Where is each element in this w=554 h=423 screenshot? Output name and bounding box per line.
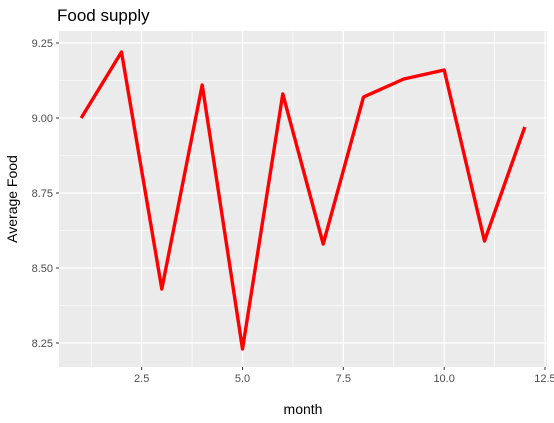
y-axis-title: Average Food <box>4 155 20 243</box>
x-tick-label: 5.0 <box>235 373 250 385</box>
y-tick-label: 9.25 <box>32 38 53 50</box>
y-tick-label: 8.25 <box>32 338 53 350</box>
y-tick-label: 9.00 <box>32 113 53 125</box>
x-tick-label: 12.5 <box>534 373 554 385</box>
y-tick-label: 8.50 <box>32 263 53 275</box>
series-layer <box>79 50 527 351</box>
plot-panel <box>59 31 547 367</box>
y-axis: 8.25 8.50 8.75 9.00 9.25 <box>32 38 59 350</box>
x-axis: 2.5 5.0 7.5 10.0 12.5 <box>134 367 554 385</box>
x-tick-label: 10.0 <box>433 373 454 385</box>
chart-title: Food supply <box>57 6 150 25</box>
x-tick-label: 7.5 <box>336 373 351 385</box>
x-tick-label: 2.5 <box>134 373 149 385</box>
y-tick-label: 8.75 <box>32 188 53 200</box>
grid-major <box>59 31 547 367</box>
x-axis-title: month <box>284 401 323 417</box>
series-line <box>79 50 527 351</box>
